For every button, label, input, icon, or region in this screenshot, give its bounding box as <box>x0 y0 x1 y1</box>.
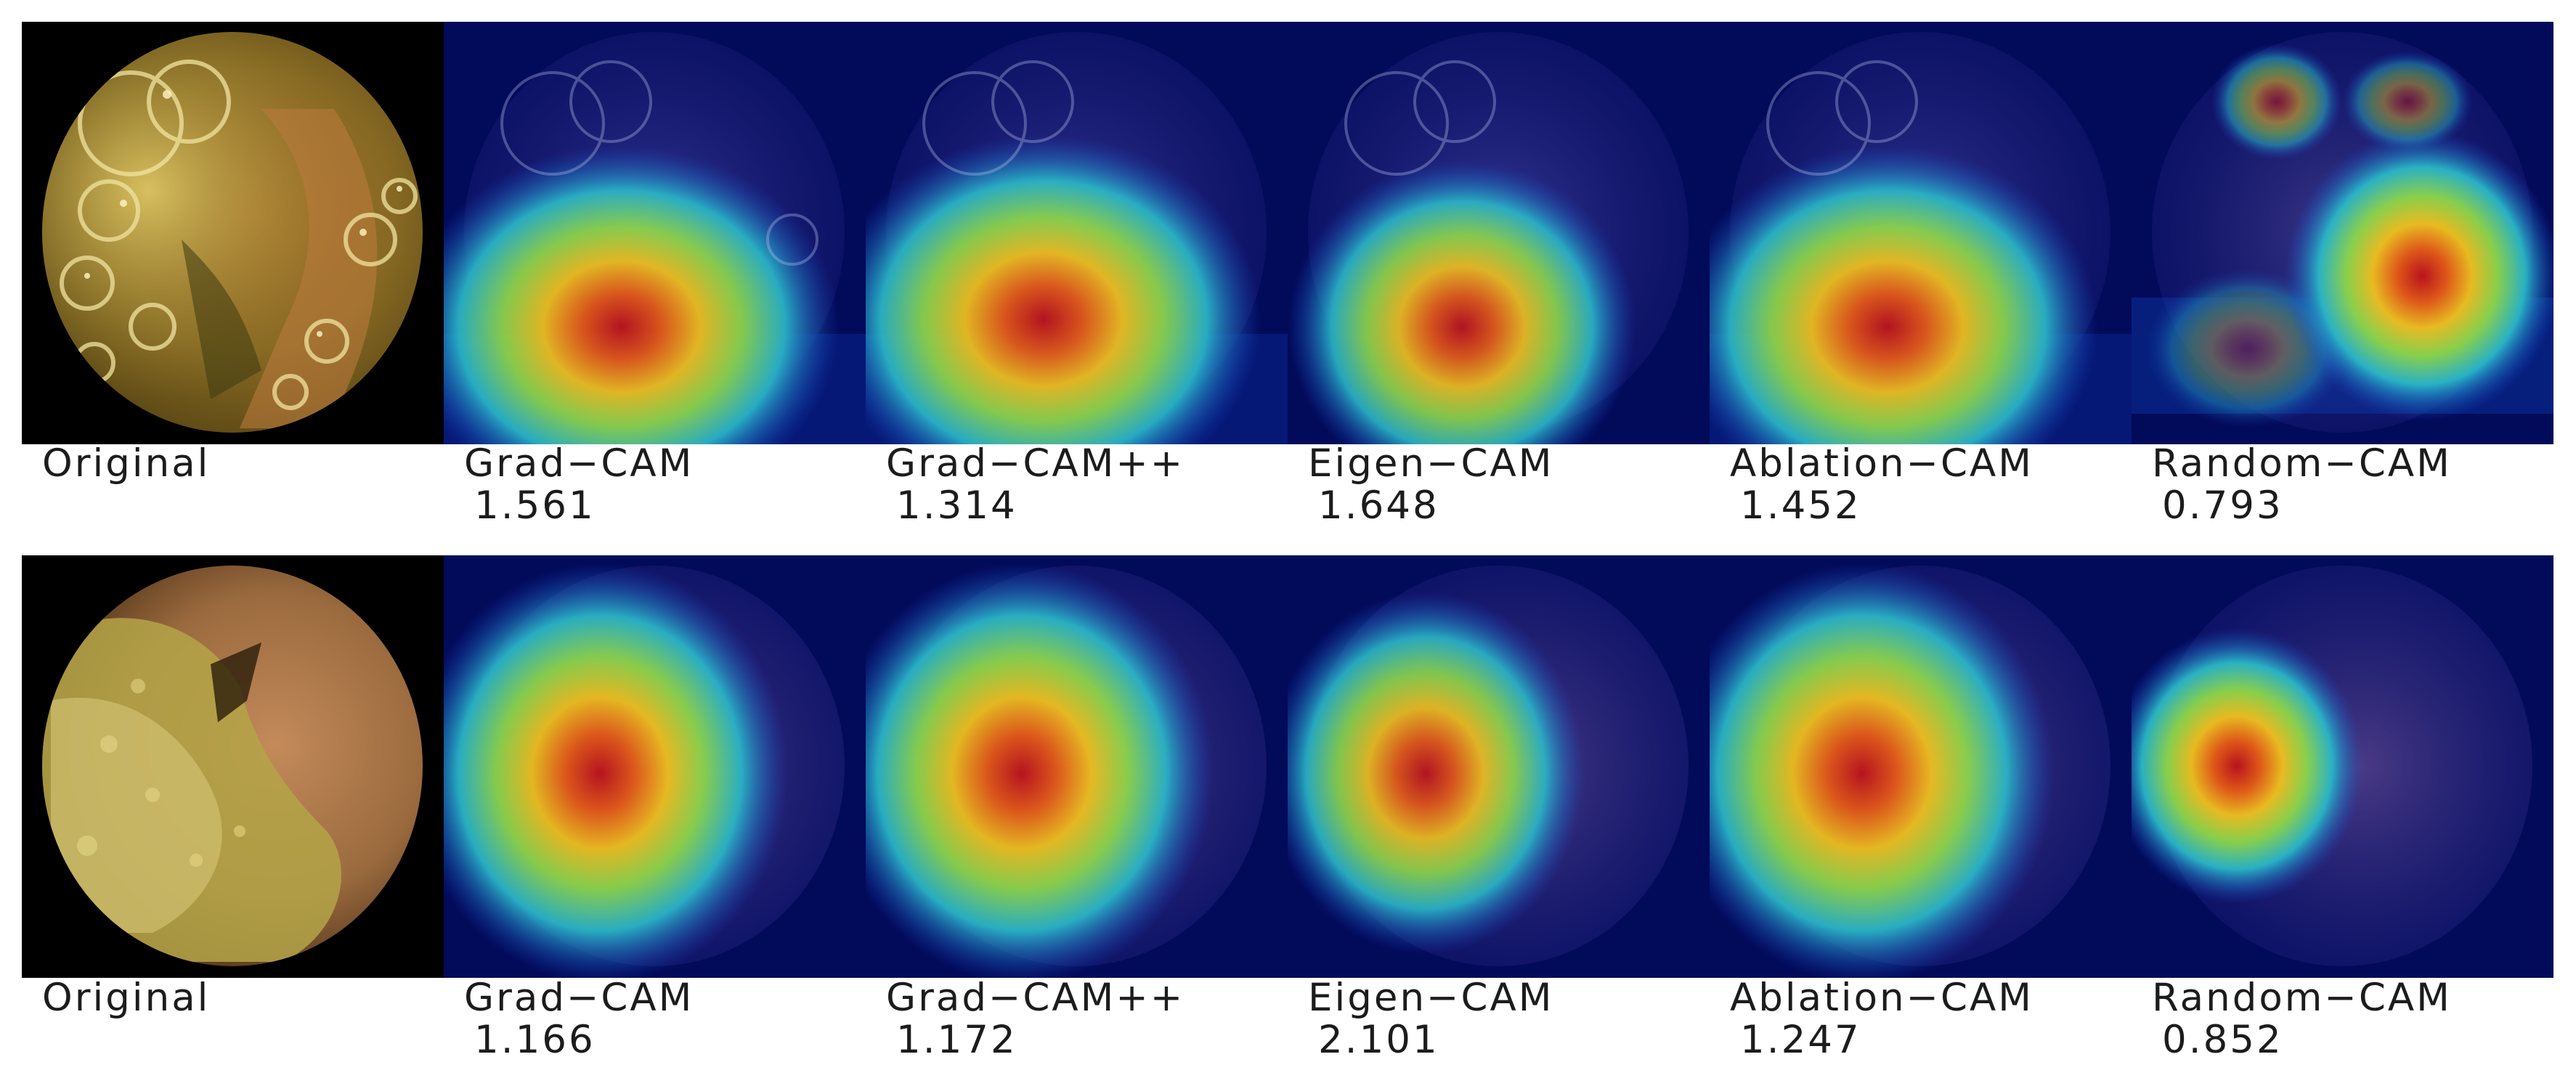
score-value: 1.166 <box>474 1018 596 1062</box>
heatmap-ablationcam-debris <box>1710 555 2132 978</box>
score-value: 1.452 <box>1740 483 1861 528</box>
panel-caption: Grad−CAM 1.166 <box>444 977 866 1061</box>
method-label: Ablation−CAM <box>1730 441 2034 486</box>
score-value: 2.101 <box>1318 1018 1439 1062</box>
heatmap-gradcam-bubbles <box>444 22 866 444</box>
heatmap-ablationcam-bubbles <box>1710 22 2132 444</box>
panel-caption: Eigen−CAM 2.101 <box>1288 977 1710 1061</box>
original-image-bubbles <box>22 22 444 444</box>
score-value: 0.852 <box>2162 1018 2283 1062</box>
panel-caption: Ablation−CAM 1.247 <box>1710 977 2132 1061</box>
score-value: 1.314 <box>896 483 1017 528</box>
heatmap-gradcam-debris <box>444 555 866 978</box>
method-label: Grad−CAM++ <box>886 441 1185 486</box>
panel-caption: Random−CAM 0.793 <box>2132 443 2553 527</box>
panel-caption: Original <box>22 977 444 1019</box>
score-value: 1.561 <box>474 483 596 528</box>
method-label: Grad−CAM++ <box>886 976 1185 1020</box>
method-label: Eigen−CAM <box>1308 441 1554 486</box>
method-label: Ablation−CAM <box>1730 976 2034 1020</box>
panel-caption: Random−CAM 0.852 <box>2132 977 2553 1061</box>
method-label: Random−CAM <box>2152 976 2452 1020</box>
panel-caption: Grad−CAM++ 1.172 <box>866 977 1288 1061</box>
score-value: 1.172 <box>896 1018 1017 1062</box>
figure-row-2 <box>22 555 2554 978</box>
panel-caption: Grad−CAM 1.561 <box>444 443 866 527</box>
panel-caption: Grad−CAM++ 1.314 <box>866 443 1288 527</box>
caption-row-2: Original Grad−CAM 1.166 Grad−CAM++ 1.172… <box>22 977 2554 1086</box>
panel-caption: Eigen−CAM 1.648 <box>1288 443 1710 527</box>
heatmap-eigencam-bubbles <box>1288 22 1710 444</box>
method-label: Grad−CAM <box>464 976 694 1020</box>
method-label: Original <box>42 441 211 486</box>
heatmap-randomcam-bubbles <box>2132 22 2553 444</box>
score-value: 1.247 <box>1740 1018 1861 1062</box>
original-image-debris <box>22 555 444 978</box>
panel-caption: Original <box>22 443 444 485</box>
caption-row-1: Original Grad−CAM 1.561 Grad−CAM++ 1.314… <box>22 443 2554 552</box>
heatmap-eigencam-debris <box>1288 555 1710 978</box>
score-value: 1.648 <box>1318 483 1439 528</box>
score-value: 0.793 <box>2162 483 2283 528</box>
heatmap-randomcam-debris <box>2132 555 2553 978</box>
heatmap-gradcam-plus-plus-bubbles <box>866 22 1288 444</box>
figure-row-1 <box>22 22 2554 444</box>
method-label: Eigen−CAM <box>1308 976 1554 1020</box>
panel-caption: Ablation−CAM 1.452 <box>1710 443 2132 527</box>
method-label: Original <box>42 976 211 1020</box>
heatmap-gradcam-plus-plus-debris <box>866 555 1288 978</box>
method-label: Random−CAM <box>2152 441 2452 486</box>
method-label: Grad−CAM <box>464 441 694 486</box>
